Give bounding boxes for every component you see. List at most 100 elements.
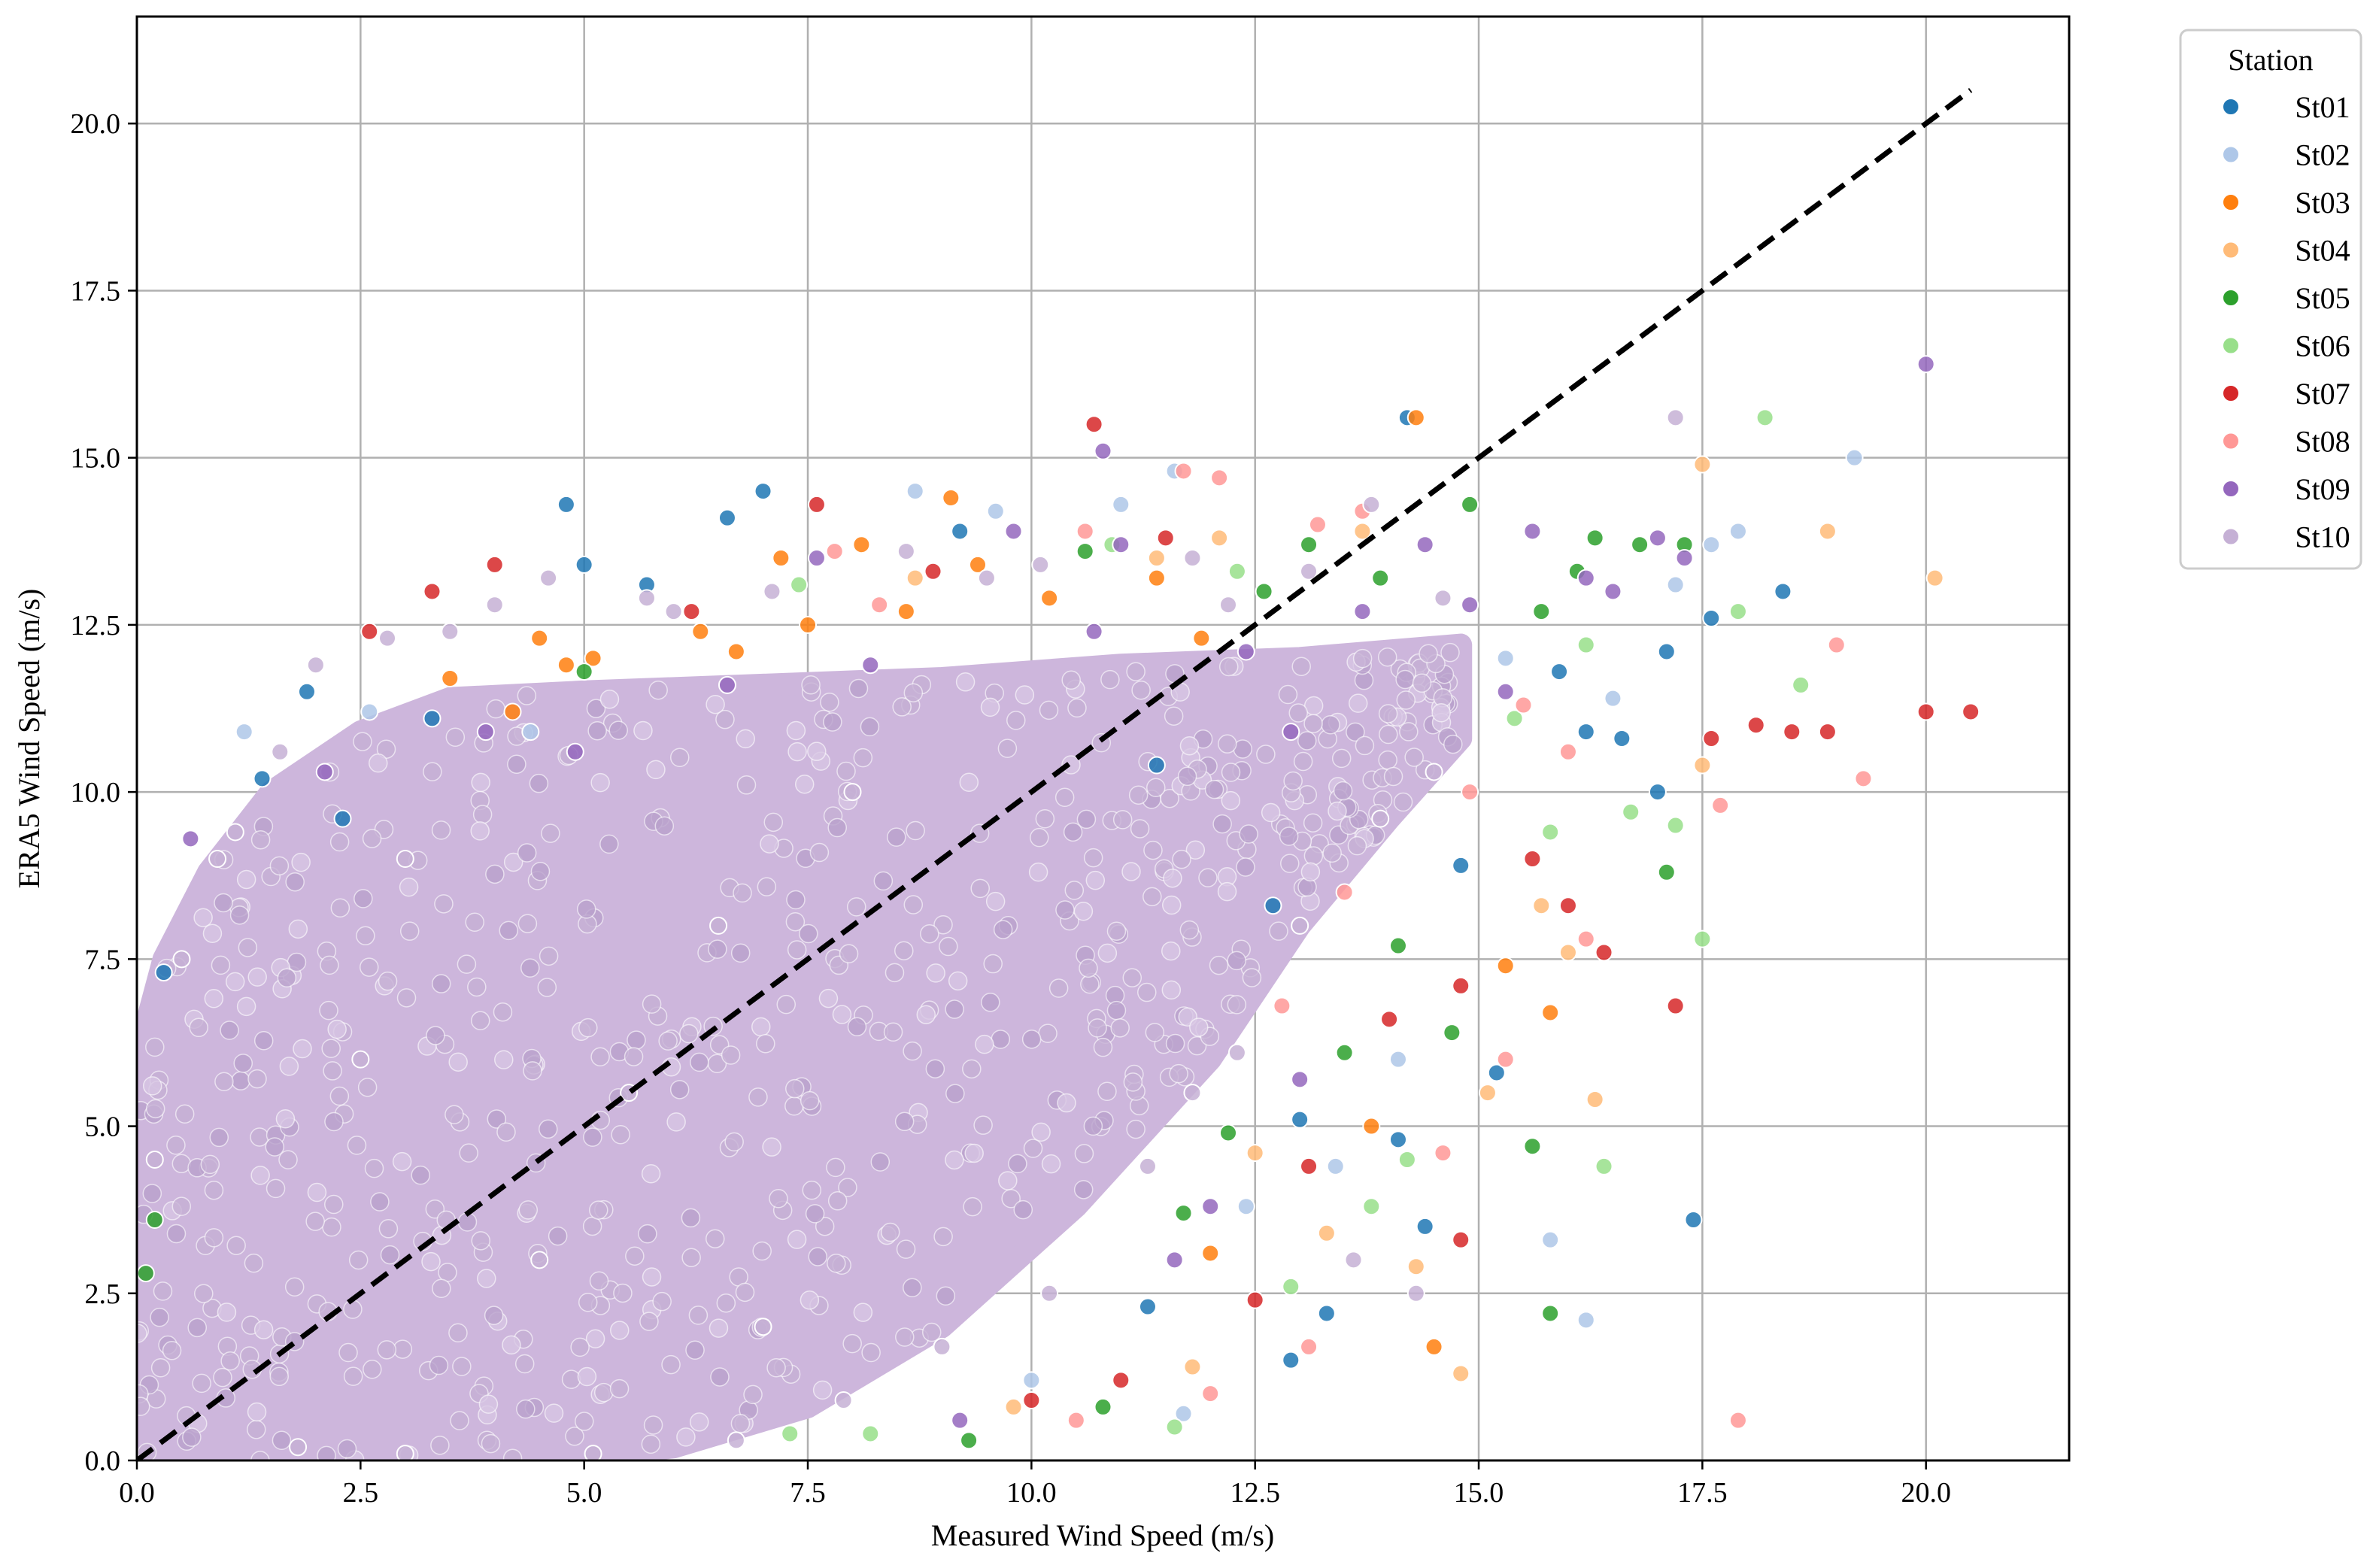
cloud-point bbox=[1221, 763, 1241, 782]
y-tick-label: 7.5 bbox=[85, 944, 121, 975]
cloud-point bbox=[1348, 693, 1368, 713]
scatter-point-st01 bbox=[1487, 1063, 1506, 1082]
scatter-point-st02 bbox=[1326, 1157, 1345, 1175]
cloud-point bbox=[265, 1137, 284, 1157]
cloud-point bbox=[137, 1397, 150, 1416]
cloud-point bbox=[317, 1445, 336, 1460]
scatter-point-st09 bbox=[566, 742, 584, 761]
scatter-point-st02 bbox=[986, 502, 1005, 520]
cloud-point bbox=[975, 1034, 994, 1054]
scatter-point-st10 bbox=[933, 1337, 951, 1356]
scatter-point-st02 bbox=[1666, 575, 1685, 594]
scatter-point-st04 bbox=[1406, 1257, 1425, 1276]
scatter-point-st03 bbox=[1496, 957, 1515, 975]
scatter-point-st05 bbox=[575, 663, 593, 681]
legend-marker-st05 bbox=[2222, 289, 2240, 307]
scatter-point-st10 bbox=[351, 1050, 370, 1069]
cloud-point bbox=[174, 1104, 195, 1124]
cloud-point bbox=[1377, 647, 1397, 667]
scatter-point-st01 bbox=[557, 495, 575, 514]
cloud-point bbox=[625, 1246, 645, 1266]
scatter-point-st04 bbox=[1818, 522, 1837, 541]
cloud-point bbox=[1161, 895, 1182, 915]
cloud-point bbox=[1021, 1030, 1042, 1049]
cloud-point bbox=[998, 1171, 1018, 1190]
cloud-point bbox=[641, 1163, 661, 1184]
cloud-point bbox=[873, 871, 894, 891]
cloud-point bbox=[225, 972, 245, 992]
scatter-point-st02 bbox=[1112, 495, 1130, 514]
cloud-point bbox=[1110, 1018, 1130, 1038]
cloud-point bbox=[162, 1341, 182, 1360]
cloud-point bbox=[1399, 722, 1419, 742]
cloud-point bbox=[520, 958, 540, 978]
cloud-point bbox=[1085, 870, 1106, 890]
cloud-point bbox=[291, 852, 311, 872]
cloud-point bbox=[236, 869, 256, 890]
cloud-point bbox=[847, 897, 866, 917]
scatter-point-st06 bbox=[1728, 602, 1747, 621]
dense-point-cloud bbox=[137, 633, 1473, 1460]
y-axis-ticks: 0.0 2.5 5.0 7.5 10.0 12.5 15.0 17.5 20.0 bbox=[71, 108, 137, 1477]
scatter-point-st03 bbox=[1040, 589, 1059, 608]
cloud-point bbox=[426, 1026, 445, 1045]
cloud-point bbox=[885, 963, 905, 983]
scatter-point-st10 bbox=[208, 850, 227, 868]
scatter-point-st03 bbox=[530, 629, 549, 648]
cloud-point bbox=[1097, 1081, 1117, 1102]
cloud-point bbox=[324, 1112, 344, 1132]
cloud-point bbox=[392, 1151, 412, 1172]
cloud-point bbox=[287, 952, 307, 972]
scatter-point-st03 bbox=[897, 602, 915, 621]
cloud-point bbox=[214, 893, 233, 913]
cloud-point bbox=[1131, 681, 1151, 700]
cloud-point bbox=[1297, 731, 1317, 751]
cloud-point bbox=[799, 924, 818, 944]
scatter-point-st10 bbox=[271, 742, 290, 761]
cloud-point bbox=[903, 1041, 922, 1061]
cloud-point bbox=[202, 924, 223, 943]
cloud-point bbox=[1097, 943, 1118, 963]
cloud-point bbox=[652, 1291, 672, 1312]
scatter-point-st09 bbox=[1291, 1070, 1309, 1089]
cloud-point bbox=[247, 967, 267, 987]
cloud-point bbox=[539, 1119, 558, 1139]
cloud-point bbox=[285, 872, 305, 892]
cloud-point bbox=[324, 1194, 344, 1215]
scatter-point-st09 bbox=[951, 1411, 970, 1430]
cloud-point bbox=[826, 1157, 845, 1178]
cloud-point bbox=[933, 1227, 953, 1247]
cloud-point bbox=[823, 712, 842, 732]
scatter-point-st10 bbox=[1040, 1284, 1059, 1303]
scatter-point-st10 bbox=[226, 823, 244, 842]
scatter-point-st08 bbox=[1335, 883, 1354, 902]
cloud-point bbox=[1163, 868, 1182, 888]
cloud-point bbox=[378, 971, 398, 991]
cloud-point bbox=[805, 1204, 825, 1224]
cloud-point bbox=[530, 862, 551, 881]
cloud-point bbox=[1239, 824, 1258, 844]
scatter-point-st07 bbox=[1818, 723, 1837, 742]
cloud-point bbox=[356, 926, 375, 946]
scatter-point-st04 bbox=[1246, 1144, 1264, 1163]
scatter-point-st07 bbox=[1156, 529, 1175, 547]
cloud-point bbox=[269, 1366, 289, 1387]
cloud-point bbox=[514, 1354, 535, 1374]
cloud-point bbox=[145, 1037, 165, 1057]
scatter-point-st06 bbox=[1693, 930, 1712, 948]
cloud-point bbox=[1137, 982, 1157, 1002]
scatter-point-st02 bbox=[1174, 1404, 1193, 1423]
cloud-point bbox=[1269, 921, 1288, 941]
cloud-point bbox=[1242, 968, 1262, 987]
cloud-point bbox=[293, 1039, 312, 1059]
cloud-point bbox=[1074, 1144, 1094, 1163]
scatter-point-st10 bbox=[1425, 763, 1443, 781]
cloud-point bbox=[145, 1099, 165, 1119]
cloud-point bbox=[1023, 1139, 1043, 1158]
scatter-point-st01 bbox=[1657, 642, 1676, 661]
scatter-point-st09 bbox=[1004, 522, 1023, 541]
cloud-point bbox=[633, 720, 653, 741]
cloud-point bbox=[808, 1247, 827, 1266]
scatter-point-st07 bbox=[1916, 702, 1935, 721]
